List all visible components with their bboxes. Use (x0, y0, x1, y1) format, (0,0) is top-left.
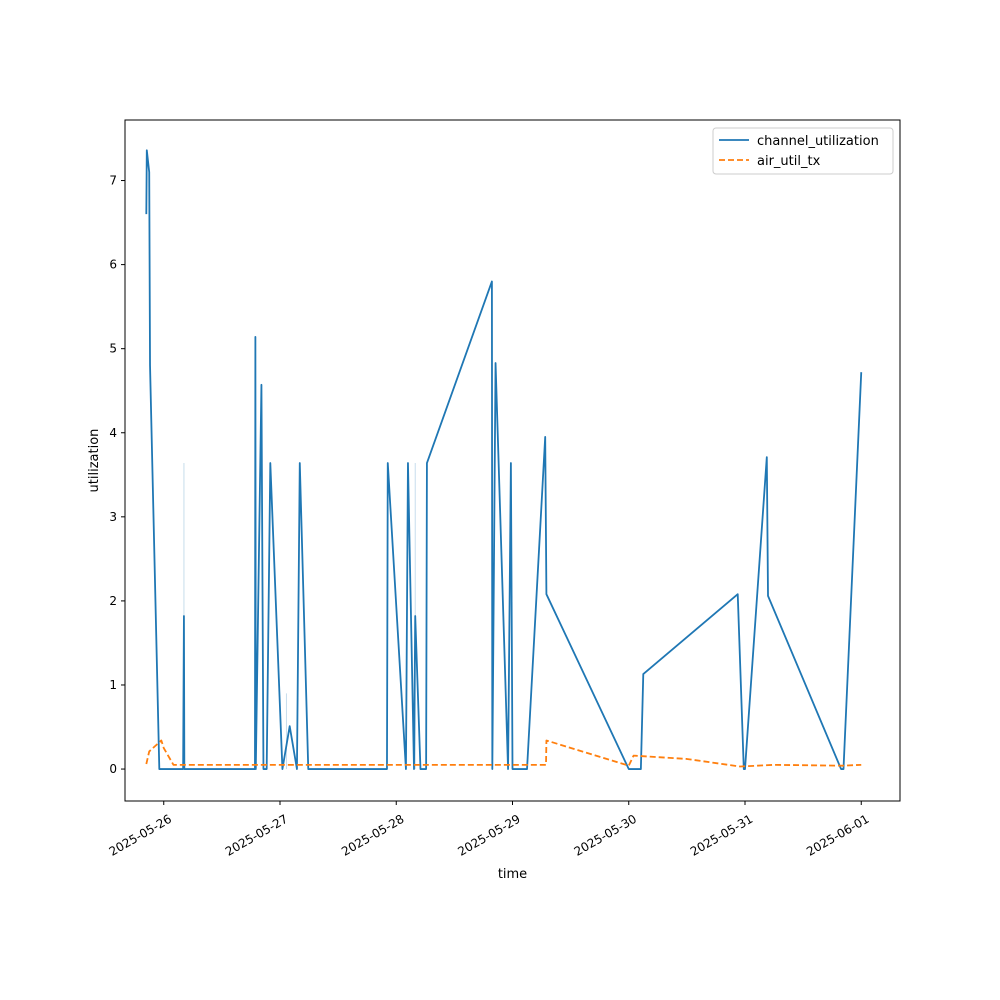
y-tick-label: 1 (109, 678, 117, 692)
y-tick-label: 6 (109, 258, 117, 272)
y-tick-label: 2 (109, 594, 117, 608)
legend-label-air-util-tx: air_util_tx (757, 154, 821, 169)
series-line-air-util-tx (145, 739, 862, 768)
legend-box (712, 127, 894, 175)
y-tick-label: 4 (109, 426, 117, 440)
y-tick-label: 5 (109, 342, 117, 356)
y-tick-label: 3 (109, 510, 117, 524)
y-tick-label: 7 (109, 174, 117, 188)
series-line-channel-utilization (145, 149, 863, 770)
y-axis-label: utilization (87, 429, 102, 493)
legend: channel_utilization air_util_tx (712, 127, 894, 175)
x-axis-label: time (498, 867, 527, 882)
y-axis: 0 1 2 3 4 5 6 7 (109, 174, 125, 776)
data-layer (145, 149, 863, 770)
y-tick-label: 0 (109, 762, 117, 776)
legend-label-channel-utilization: channel_utilization (757, 134, 879, 149)
